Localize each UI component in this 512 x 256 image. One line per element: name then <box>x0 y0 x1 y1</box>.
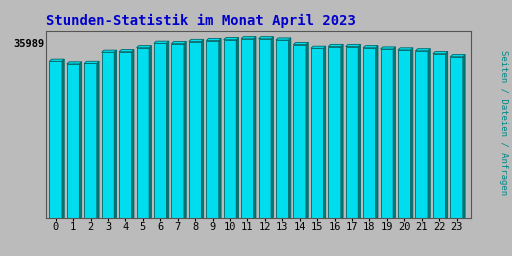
Polygon shape <box>79 62 81 218</box>
Polygon shape <box>463 55 465 218</box>
Polygon shape <box>293 42 308 45</box>
Text: Seiten / Dateien / Anfragen: Seiten / Dateien / Anfragen <box>499 50 508 195</box>
Polygon shape <box>166 41 169 218</box>
Bar <box>189 41 201 218</box>
Polygon shape <box>236 38 239 218</box>
Polygon shape <box>67 62 81 64</box>
Bar <box>293 45 306 218</box>
Polygon shape <box>433 51 447 54</box>
Polygon shape <box>137 46 152 48</box>
Bar <box>119 52 132 218</box>
Polygon shape <box>184 41 186 218</box>
Polygon shape <box>358 44 360 218</box>
Polygon shape <box>62 59 64 218</box>
Bar <box>346 47 358 218</box>
Polygon shape <box>271 37 273 218</box>
Bar <box>154 43 166 218</box>
Polygon shape <box>149 46 152 218</box>
Bar <box>328 47 341 218</box>
Bar <box>380 49 393 218</box>
Polygon shape <box>445 51 447 218</box>
Polygon shape <box>380 47 395 49</box>
Polygon shape <box>224 38 239 40</box>
Bar <box>224 40 236 218</box>
Polygon shape <box>363 46 378 48</box>
Polygon shape <box>346 44 360 47</box>
Bar <box>415 51 428 218</box>
Polygon shape <box>324 46 326 218</box>
Polygon shape <box>172 41 186 44</box>
Polygon shape <box>114 50 117 218</box>
Polygon shape <box>311 46 326 48</box>
Bar <box>259 39 271 218</box>
Polygon shape <box>341 44 343 218</box>
Bar <box>433 54 445 218</box>
Bar <box>67 64 79 218</box>
Polygon shape <box>398 48 413 50</box>
Polygon shape <box>411 48 413 218</box>
Polygon shape <box>241 37 256 39</box>
Polygon shape <box>189 39 204 41</box>
Polygon shape <box>289 38 291 218</box>
Polygon shape <box>415 49 430 51</box>
Bar <box>311 48 324 218</box>
Polygon shape <box>219 38 221 218</box>
Bar <box>102 52 114 218</box>
Bar <box>450 57 463 218</box>
Bar <box>84 63 97 218</box>
Polygon shape <box>393 47 395 218</box>
Polygon shape <box>259 37 273 39</box>
Bar <box>137 48 149 218</box>
Polygon shape <box>376 46 378 218</box>
Bar <box>206 41 219 218</box>
Bar <box>398 50 411 218</box>
Polygon shape <box>84 61 99 63</box>
Polygon shape <box>253 37 256 218</box>
Bar <box>172 44 184 218</box>
Polygon shape <box>132 50 134 218</box>
Bar <box>363 48 376 218</box>
Polygon shape <box>276 38 291 40</box>
Polygon shape <box>328 44 343 47</box>
Text: Stunden-Statistik im Monat April 2023: Stunden-Statistik im Monat April 2023 <box>46 14 356 28</box>
Polygon shape <box>97 61 99 218</box>
Polygon shape <box>49 59 64 61</box>
Polygon shape <box>206 38 221 41</box>
Polygon shape <box>201 39 204 218</box>
Polygon shape <box>450 55 465 57</box>
Polygon shape <box>154 41 169 43</box>
Bar <box>276 40 289 218</box>
Polygon shape <box>119 50 134 52</box>
Polygon shape <box>306 42 308 218</box>
Polygon shape <box>102 50 117 52</box>
Bar <box>241 39 253 218</box>
Polygon shape <box>428 49 430 218</box>
Bar <box>49 61 62 218</box>
